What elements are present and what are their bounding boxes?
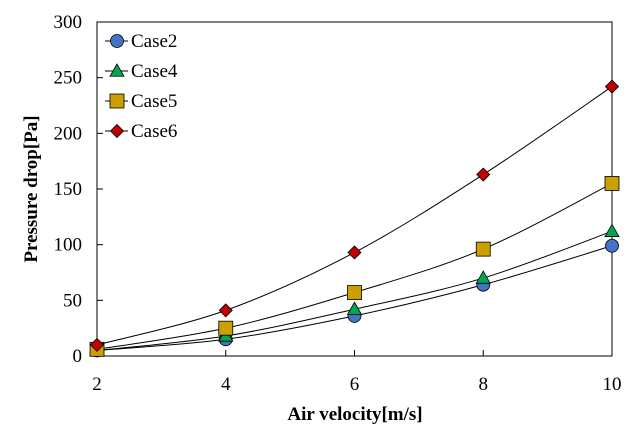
- legend-marker-case5: [109, 93, 125, 109]
- data-point-case2: [605, 238, 619, 253]
- y-tick-label: 100: [54, 235, 83, 256]
- y-tick-label: 250: [54, 68, 83, 89]
- x-tick-label: 10: [603, 374, 622, 395]
- legend-label: Case6: [131, 121, 177, 142]
- plot-frame: [96, 21, 613, 357]
- legend-marker-case2: [110, 34, 124, 48]
- y-axis: 0 50 100 150 200 250 300: [54, 12, 103, 367]
- data-point-case6: [604, 79, 620, 94]
- legend-item-case5: Case5: [105, 91, 177, 112]
- legend-item-case4: Case4: [105, 61, 178, 82]
- legend-item-case6: Case6: [105, 121, 177, 142]
- series-case6: [89, 79, 620, 352]
- x-tick-label: 6: [350, 374, 360, 395]
- y-axis-title: Pressure drop[Pa]: [21, 115, 42, 262]
- data-point-case6: [89, 337, 105, 352]
- data-point-case5: [347, 285, 362, 300]
- x-axis: 2 4 6 8 10: [92, 350, 622, 395]
- data-point-case6: [347, 245, 362, 260]
- data-point-case5: [604, 176, 620, 191]
- x-tick-label: 2: [92, 374, 102, 395]
- series-layer: [89, 79, 620, 358]
- y-tick-label: 0: [73, 346, 83, 367]
- y-tick-label: 150: [54, 179, 83, 200]
- data-point-case5: [475, 241, 491, 257]
- data-point-case6: [218, 303, 233, 318]
- data-point-case4: [604, 223, 620, 237]
- legend: Case2 Case4 Case5 Case6: [105, 31, 178, 142]
- data-point-case4: [475, 270, 491, 284]
- legend-label: Case2: [131, 31, 177, 52]
- x-tick-label: 4: [221, 374, 231, 395]
- legend-label: Case4: [131, 61, 178, 82]
- y-tick-label: 300: [54, 12, 83, 33]
- legend-label: Case5: [131, 91, 177, 112]
- y-tick-label: 50: [63, 290, 82, 311]
- legend-marker-case6: [109, 123, 125, 139]
- legend-item-case2: Case2: [105, 31, 177, 52]
- x-axis-title: Air velocity[m/s]: [287, 404, 422, 425]
- data-point-case6: [476, 167, 491, 182]
- data-point-case5: [218, 320, 234, 336]
- data-point-case4: [346, 301, 363, 315]
- legend-marker-case4: [109, 63, 125, 77]
- y-tick-label: 200: [54, 123, 83, 144]
- x-tick-label: 8: [479, 374, 489, 395]
